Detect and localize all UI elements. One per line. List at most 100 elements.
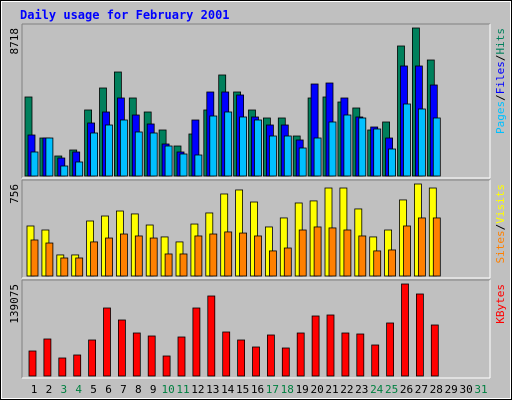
bar: [105, 237, 113, 277]
x-tick-label: 22: [340, 383, 353, 396]
x-tick-label: 28: [430, 383, 443, 396]
bar: [358, 117, 367, 177]
y-tick-label: 756: [8, 184, 21, 204]
bar: [60, 257, 69, 277]
bar: [30, 151, 39, 177]
bar: [386, 322, 395, 377]
bar: [90, 132, 98, 177]
bar: [417, 217, 426, 277]
bar: [75, 161, 84, 177]
legend-entry: Sites: [494, 230, 507, 263]
x-tick-label: 11: [176, 383, 189, 396]
bar: [75, 257, 84, 277]
bar: [149, 132, 158, 177]
bar: [388, 249, 397, 277]
x-tick-label: 27: [415, 383, 428, 396]
x-tick-label: 3: [60, 383, 67, 396]
bar: [313, 137, 322, 177]
x-tick-label: 1: [31, 383, 38, 396]
x-tick-label: 21: [325, 383, 338, 396]
bar: [88, 339, 96, 377]
bar: [252, 346, 260, 377]
x-tick-label: 19: [296, 383, 309, 396]
x-tick-label: 8: [135, 383, 142, 396]
bar: [43, 338, 52, 377]
legend-entry: Files: [494, 61, 507, 94]
bar: [103, 307, 111, 377]
bar: [162, 355, 171, 377]
bar: [179, 153, 188, 177]
x-tick-label: 26: [400, 383, 413, 396]
x-tick-label: 29: [445, 383, 458, 396]
bar: [222, 331, 231, 377]
bar: [341, 332, 350, 377]
bar: [118, 319, 126, 377]
bar: [58, 357, 67, 377]
bar: [268, 135, 277, 177]
bar: [298, 229, 307, 277]
x-tick-label: 13: [206, 383, 219, 396]
legend-separator: /: [494, 55, 507, 62]
x-tick-label: 24: [370, 383, 384, 396]
legend-separator: /: [494, 94, 507, 101]
x-tick-label: 6: [105, 383, 112, 396]
bar: [132, 332, 141, 377]
x-tick-label: 2: [46, 383, 53, 396]
bar: [283, 247, 292, 277]
bar: [194, 235, 203, 277]
y-tick-label: 8718: [8, 28, 21, 55]
bar: [328, 121, 337, 177]
bar: [237, 339, 246, 377]
bar: [371, 344, 380, 377]
bar: [296, 332, 305, 377]
bar: [164, 253, 173, 277]
bar: [281, 347, 290, 377]
bar: [430, 324, 439, 377]
bar: [358, 235, 367, 277]
bar: [313, 226, 322, 277]
bar: [403, 225, 411, 277]
bar: [239, 116, 248, 177]
bar: [149, 237, 158, 277]
bar: [401, 283, 409, 377]
legend: Sites/Visits: [494, 184, 507, 264]
bar: [356, 333, 365, 377]
bar: [328, 227, 337, 277]
bar: [268, 250, 277, 277]
bar: [134, 235, 143, 277]
bar: [60, 165, 69, 177]
bar: [373, 128, 382, 177]
bar: [432, 117, 441, 177]
bar: [279, 217, 288, 277]
legend-entry: Visits: [494, 184, 507, 224]
bar: [224, 111, 233, 177]
bar: [90, 241, 98, 277]
bar: [120, 119, 128, 177]
bar: [28, 350, 37, 377]
bar: [266, 334, 275, 377]
bar: [239, 232, 248, 277]
bar: [209, 233, 218, 277]
bar: [134, 131, 143, 177]
x-tick-label: 23: [355, 383, 368, 396]
legend-separator: /: [494, 224, 507, 231]
legend: Pages/Files/Hits: [494, 28, 507, 134]
bar: [224, 231, 233, 277]
bar: [207, 295, 216, 377]
bar: [209, 115, 218, 177]
bar: [179, 253, 188, 277]
bar: [283, 135, 292, 177]
legend-entry: Pages: [494, 101, 507, 134]
x-tick-label: 10: [161, 383, 174, 396]
x-tick-label: 12: [191, 383, 204, 396]
x-tick-label: 15: [236, 383, 249, 396]
bar: [192, 307, 201, 377]
x-tick-label: 18: [281, 383, 294, 396]
legend-entry: KBytes: [494, 284, 507, 324]
bar: [403, 103, 411, 177]
bar: [147, 335, 156, 377]
bar: [120, 233, 128, 277]
chart-title: Daily usage for February 2001: [20, 8, 230, 22]
